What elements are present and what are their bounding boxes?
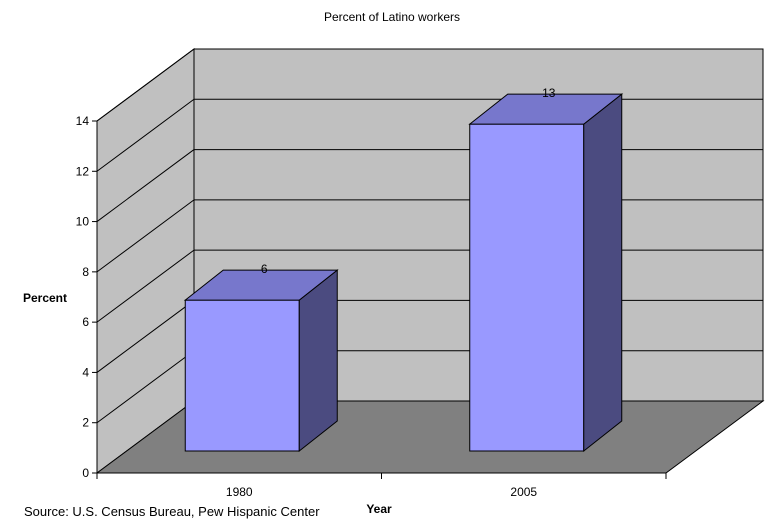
gridline xyxy=(96,199,195,273)
gridline xyxy=(96,149,195,222)
plot-area: 0 2 4 6 8 10 12 14 1980 2005 6 13 xyxy=(76,48,765,499)
y-tick-label: 0 xyxy=(82,466,89,480)
y-tick-label: 4 xyxy=(82,365,89,379)
source-note: Source: U.S. Census Bureau, Pew Hispanic… xyxy=(24,504,320,519)
bar-side xyxy=(298,269,338,453)
x-tick-label: 2005 xyxy=(510,485,537,499)
y-tick-label: 14 xyxy=(76,114,90,128)
y-axis-title: Percent xyxy=(23,291,67,305)
y-tick-label: 2 xyxy=(82,416,89,430)
chart-title: Percent of Latino workers xyxy=(324,10,460,24)
gridline xyxy=(96,48,195,122)
gridline xyxy=(96,300,195,373)
x-tick-label: 1980 xyxy=(226,485,253,499)
gridline xyxy=(96,98,195,172)
bar-side xyxy=(583,93,623,453)
bar xyxy=(184,299,300,452)
data-label: 13 xyxy=(542,86,556,100)
bar-top xyxy=(468,93,624,125)
bar-top xyxy=(183,269,339,301)
data-label: 6 xyxy=(261,262,268,276)
gridline xyxy=(96,249,195,323)
x-axis-title: Year xyxy=(366,502,392,516)
bar xyxy=(469,123,585,452)
y-tick-label: 8 xyxy=(82,265,89,279)
y-tick-label: 10 xyxy=(76,215,90,229)
y-tick-label: 12 xyxy=(76,164,90,178)
y-tick-label: 6 xyxy=(82,315,89,329)
gridline xyxy=(96,350,195,424)
